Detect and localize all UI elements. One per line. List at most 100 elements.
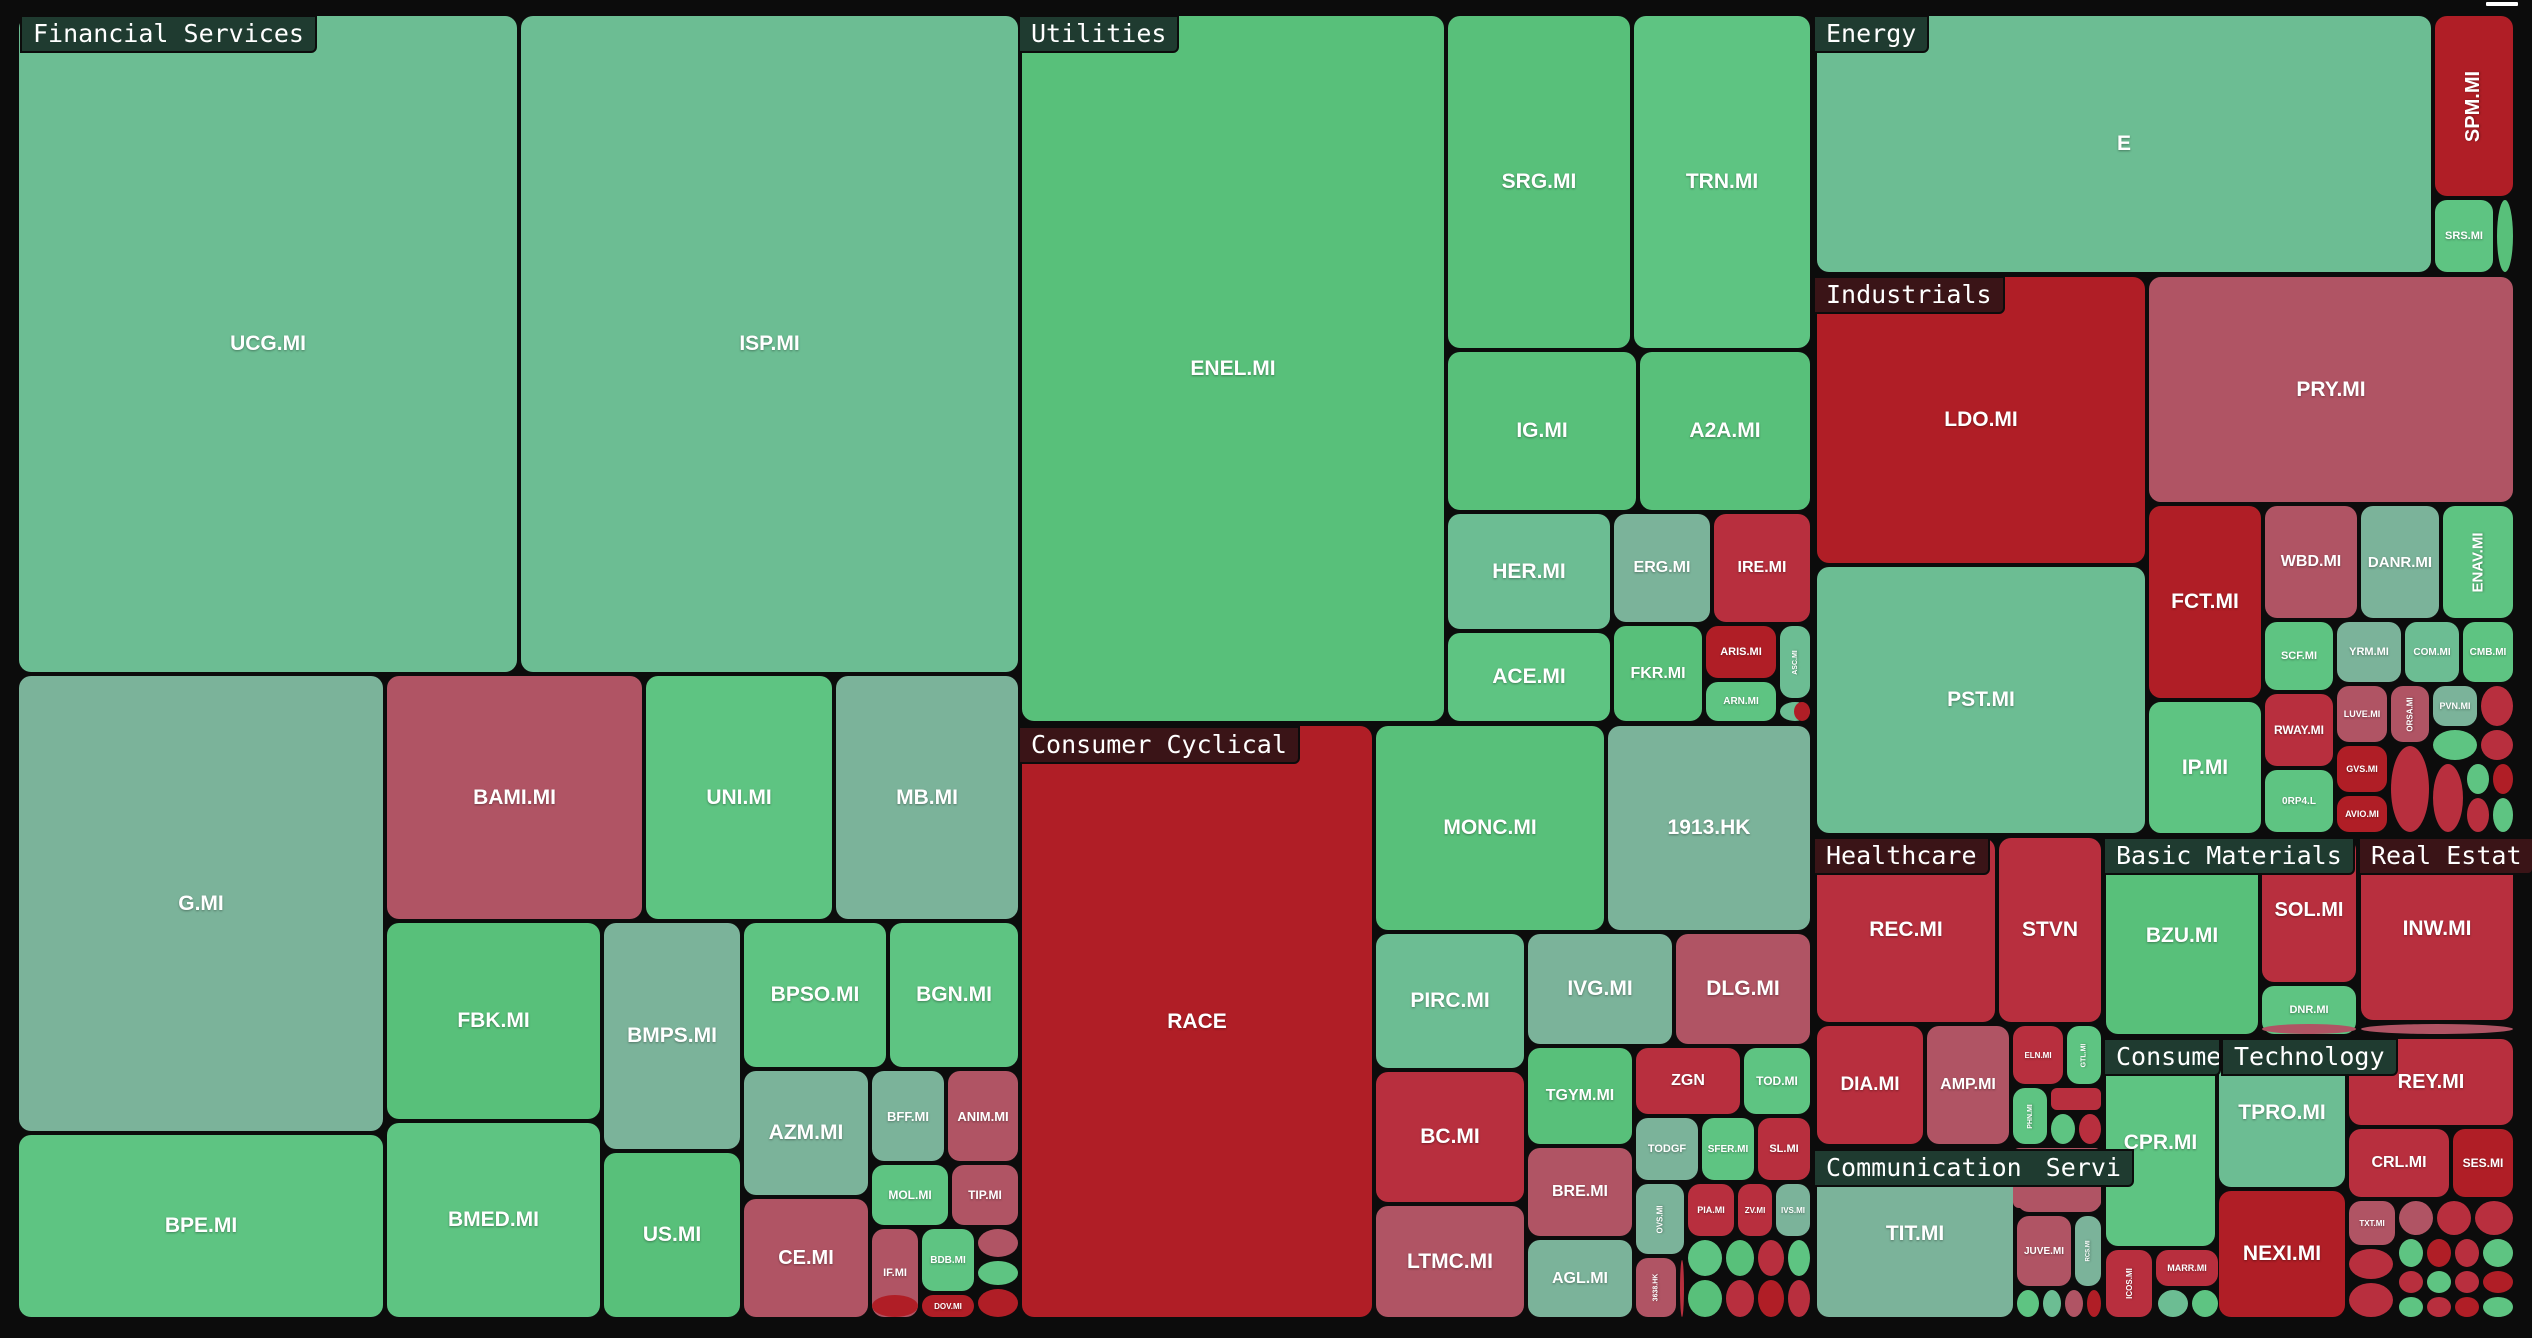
tile-monc-mi[interactable]: MONC.MI (1376, 726, 1604, 930)
tile-sl-mi[interactable]: SL.MI (1758, 1118, 1810, 1180)
tile-crl-mi[interactable]: CRL.MI (2349, 1129, 2449, 1197)
tile-small[interactable] (2427, 1239, 2451, 1267)
tile-pia-mi[interactable]: PIA.MI (1688, 1184, 1734, 1236)
tile-srs-mi[interactable]: SRS.MI (2435, 200, 2493, 272)
tile-small[interactable] (978, 1261, 1018, 1285)
tile-small[interactable] (2391, 746, 2429, 832)
tile-small[interactable] (2349, 1249, 2393, 1279)
tile-ses-mi[interactable]: SES.MI (2453, 1129, 2513, 1197)
tile-small[interactable] (1680, 1260, 1684, 1317)
tile-small[interactable] (1758, 1240, 1784, 1276)
tile-danr-mi[interactable]: DANR.MI (2361, 506, 2439, 618)
tile-rway-mi[interactable]: RWAY.MI (2265, 694, 2333, 766)
tile-gvs-mi[interactable]: GVS.MI (2337, 746, 2387, 792)
tile-small[interactable] (2455, 1239, 2479, 1267)
tile-pvn-mi[interactable]: PVN.MI (2433, 686, 2477, 726)
tile-uni-mi[interactable]: UNI.MI (646, 676, 832, 919)
tile-small[interactable] (2433, 764, 2463, 832)
tile-com-mi[interactable]: COM.MI (2405, 622, 2459, 682)
tile-icos-mi[interactable]: ICOS.MI (2106, 1250, 2152, 1317)
tile-gtl-mi[interactable]: GTL.MI (2067, 1026, 2101, 1084)
tile-bre-mi[interactable]: BRE.MI (1528, 1148, 1632, 1236)
tile-ivs-mi[interactable]: IVS.MI (1776, 1184, 1810, 1236)
tile-small[interactable] (2051, 1088, 2101, 1110)
tile-arn-mi[interactable]: ARN.MI (1706, 682, 1776, 721)
tile-todgf[interactable]: TODGF (1636, 1118, 1698, 1180)
tile-e[interactable]: E (1817, 16, 2431, 272)
tile-ucg-mi[interactable]: UCG.MI (19, 16, 517, 672)
tile-asc-mi[interactable]: ASC.MI (1780, 626, 1810, 698)
tile-fct-mi[interactable]: FCT.MI (2149, 506, 2261, 698)
tile-small[interactable] (2433, 730, 2477, 760)
tile-erg-mi[interactable]: ERG.MI (1614, 514, 1710, 622)
tile-juve-mi[interactable]: JUVE.MI (2017, 1216, 2071, 1286)
tile-small[interactable] (1788, 1280, 1810, 1317)
tile-bmed-mi[interactable]: BMED.MI (387, 1123, 600, 1317)
tile-small[interactable] (2483, 1271, 2513, 1293)
tile-small[interactable] (2427, 1297, 2451, 1317)
tile-marr-mi[interactable]: MARR.MI (2156, 1250, 2218, 1286)
tile-rcs-mi[interactable]: RCS.MI (2075, 1216, 2101, 1286)
tile-tgym-mi[interactable]: TGYM.MI (1528, 1048, 1632, 1144)
tile-tod-mi[interactable]: TOD.MI (1744, 1048, 1810, 1114)
tile-aris-mi[interactable]: ARIS.MI (1706, 626, 1776, 678)
tile-tip-mi[interactable]: TIP.MI (952, 1165, 1018, 1225)
tile-enel-mi[interactable]: ENEL.MI (1022, 16, 1444, 721)
tile-small[interactable] (2455, 1297, 2479, 1317)
tile-small[interactable] (2481, 686, 2513, 726)
tile-small[interactable] (2043, 1290, 2061, 1317)
tile-fbk-mi[interactable]: FBK.MI (387, 923, 600, 1119)
tile-ip-mi[interactable]: IP.MI (2149, 702, 2261, 833)
tile-scf-mi[interactable]: SCF.MI (2265, 622, 2333, 690)
tile-bff-mi[interactable]: BFF.MI (872, 1071, 944, 1161)
tile-sfer-mi[interactable]: SFER.MI (1702, 1118, 1754, 1180)
tile-small[interactable] (1688, 1280, 1722, 1317)
tile-small[interactable] (2399, 1239, 2423, 1267)
tile-bami-mi[interactable]: BAMI.MI (387, 676, 642, 919)
tile-small[interactable] (872, 1295, 918, 1317)
tile-small[interactable] (2399, 1271, 2423, 1293)
tile-pst-mi[interactable]: PST.MI (1817, 567, 2145, 833)
tile-small[interactable] (2437, 1201, 2471, 1235)
tile-ldo-mi[interactable]: LDO.MI (1817, 277, 2145, 563)
tile-isp-mi[interactable]: ISP.MI (521, 16, 1018, 672)
tile-small[interactable] (2065, 1290, 2083, 1317)
tile-small[interactable] (1758, 1280, 1784, 1317)
tile-enav-mi[interactable]: ENAV.MI (2443, 506, 2513, 618)
tile-small[interactable] (2467, 798, 2489, 832)
tile-small[interactable] (2399, 1201, 2433, 1235)
tile-nexi-mi[interactable]: NEXI.MI (2219, 1191, 2345, 1317)
tile-small[interactable] (2427, 1271, 2451, 1293)
menu-icon[interactable] (2486, 2, 2518, 6)
tile-race[interactable]: RACE (1022, 726, 1372, 1317)
tile-avio-mi[interactable]: AVIO.MI (2337, 796, 2387, 832)
tile-small[interactable] (2467, 764, 2489, 794)
tile-amp-mi[interactable]: AMP.MI (1927, 1026, 2009, 1144)
tile-small[interactable] (1688, 1240, 1722, 1276)
tile-zgn[interactable]: ZGN (1636, 1048, 1740, 1114)
tile-g-mi[interactable]: G.MI (19, 676, 383, 1131)
tile-1913-hk[interactable]: 1913.HK (1608, 726, 1810, 930)
tile-ivg-mi[interactable]: IVG.MI (1528, 934, 1672, 1044)
tile-her-mi[interactable]: HER.MI (1448, 514, 1610, 629)
tile-luve-mi[interactable]: LUVE.MI (2337, 686, 2387, 742)
tile-small[interactable] (2051, 1114, 2075, 1144)
tile-small[interactable] (2262, 1024, 2356, 1034)
tile-small[interactable] (2475, 1201, 2513, 1235)
tile-mol-mi[interactable]: MOL.MI (872, 1165, 948, 1225)
tile-a2a-mi[interactable]: A2A.MI (1640, 352, 1810, 510)
tile-small[interactable] (1726, 1280, 1754, 1317)
tile-anim-mi[interactable]: ANIM.MI (948, 1071, 1018, 1161)
tile-ovs-mi[interactable]: OVS.MI (1636, 1184, 1684, 1254)
tile-dlg-mi[interactable]: DLG.MI (1676, 934, 1810, 1044)
tile-srg-mi[interactable]: SRG.MI (1448, 16, 1630, 348)
tile-ace-mi[interactable]: ACE.MI (1448, 633, 1610, 721)
tile-small[interactable] (1788, 1240, 1810, 1276)
tile-azm-mi[interactable]: AZM.MI (744, 1071, 868, 1195)
tile-small[interactable] (2455, 1271, 2479, 1293)
tile-small[interactable] (2361, 1024, 2513, 1034)
tile-small[interactable] (978, 1289, 1018, 1317)
tile-small[interactable] (2483, 1239, 2513, 1267)
tile-small[interactable] (2481, 730, 2513, 760)
tile-spm-mi[interactable]: SPM.MI (2435, 16, 2513, 196)
